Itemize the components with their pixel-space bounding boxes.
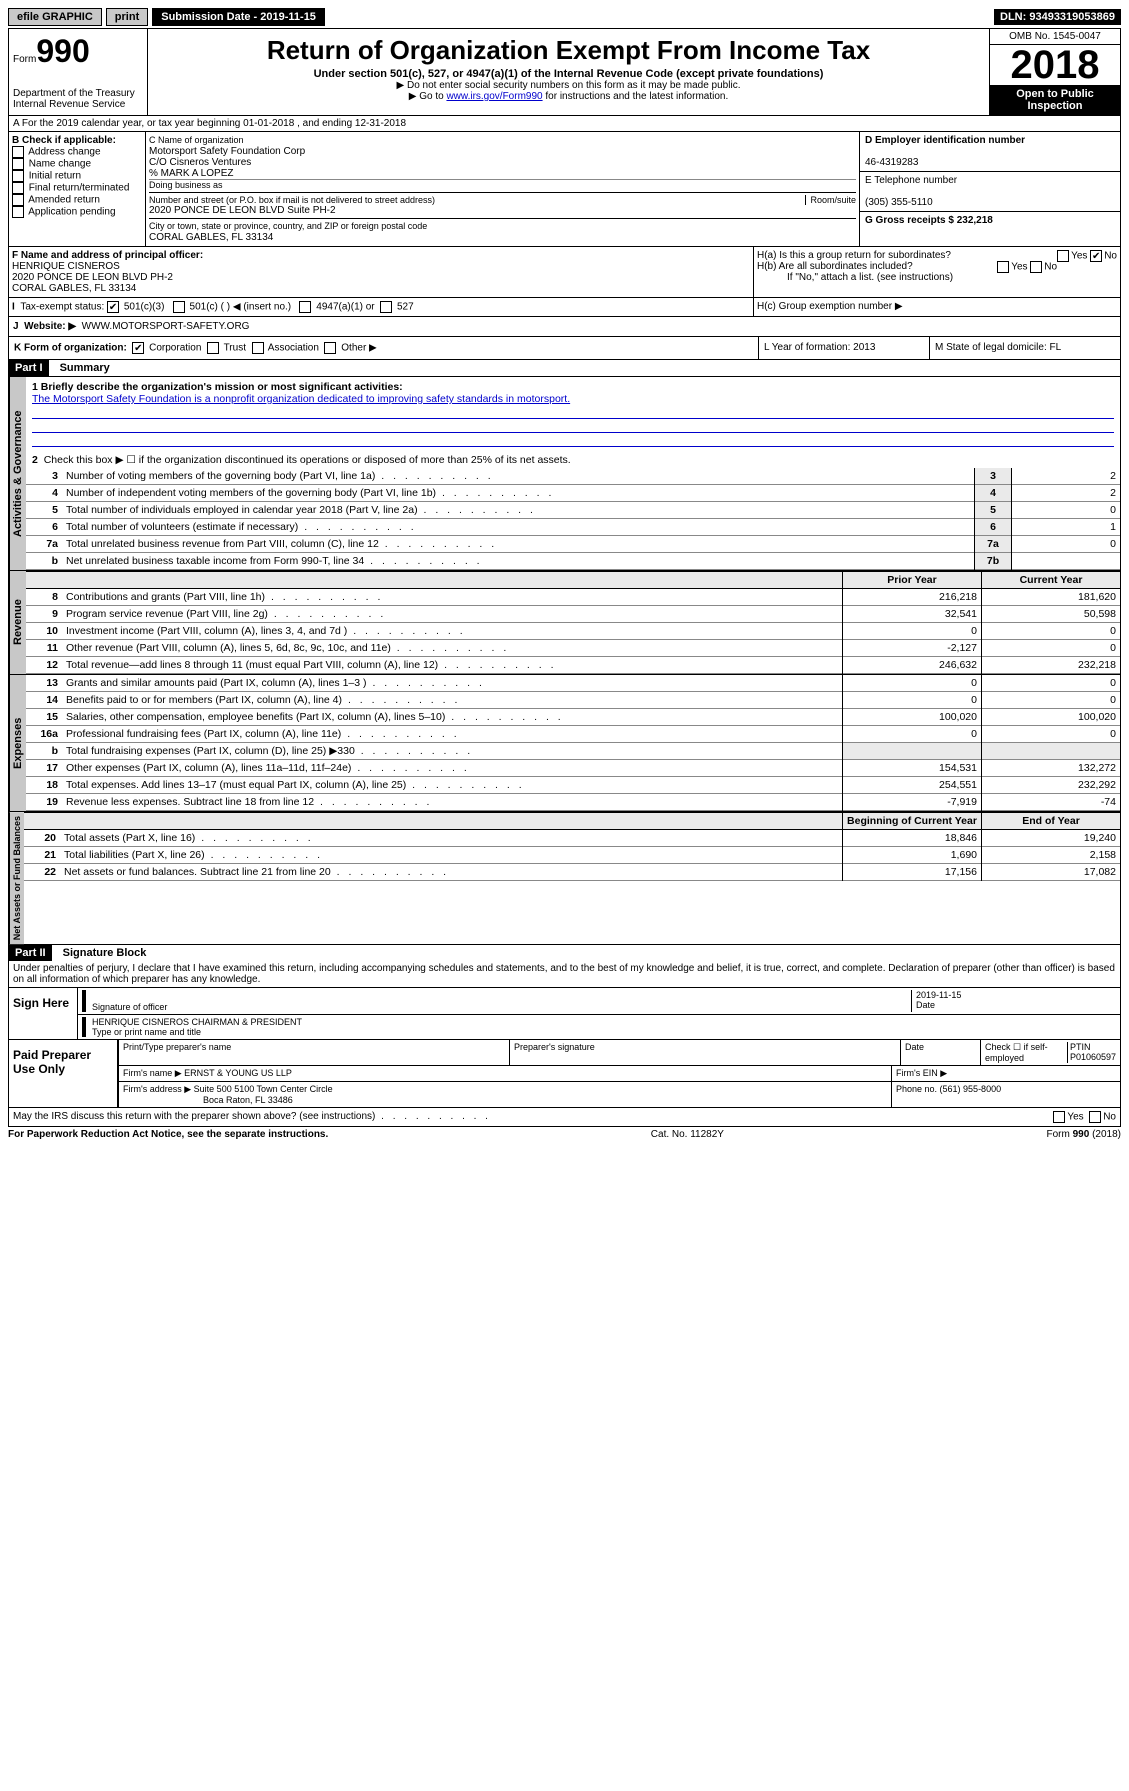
checkbox-assoc[interactable] (252, 342, 264, 354)
net-assets-table: Beginning of Current YearEnd of Year 20T… (24, 812, 1120, 881)
checkbox-discuss-yes[interactable] (1053, 1111, 1065, 1123)
table-row: 17Other expenses (Part IX, column (A), l… (26, 760, 1120, 777)
checkbox-discuss-no[interactable] (1089, 1111, 1101, 1123)
table-row: 14Benefits paid to or for members (Part … (26, 692, 1120, 709)
section-l: L Year of formation: 2013 (759, 337, 930, 359)
section-a: A For the 2019 calendar year, or tax yea… (8, 116, 1121, 132)
efile-button[interactable]: efile GRAPHIC (8, 8, 102, 26)
part1-title: Summary (52, 362, 110, 374)
sign-here-label: Sign Here (9, 988, 78, 1039)
table-row: 22Net assets or fund balances. Subtract … (24, 864, 1120, 881)
mission-text: The Motorsport Safety Foundation is a no… (32, 393, 570, 405)
table-row: 11Other revenue (Part VIII, column (A), … (26, 640, 1120, 657)
table-row: 9Program service revenue (Part VIII, lin… (26, 606, 1120, 623)
table-row: 18Total expenses. Add lines 13–17 (must … (26, 777, 1120, 794)
table-row: 19Revenue less expenses. Subtract line 1… (26, 794, 1120, 811)
vert-label-revenue: Revenue (9, 571, 26, 674)
table-row: 4Number of independent voting members of… (26, 485, 1120, 502)
checkbox-trust[interactable] (207, 342, 219, 354)
vert-label-net: Net Assets or Fund Balances (9, 812, 24, 944)
table-row: 8Contributions and grants (Part VIII, li… (26, 589, 1120, 606)
paid-preparer-block: Paid Preparer Use Only Print/Type prepar… (8, 1040, 1121, 1108)
paid-preparer-label: Paid Preparer Use Only (9, 1040, 118, 1107)
table-row: 5Total number of individuals employed in… (26, 502, 1120, 519)
table-row: 3Number of voting members of the governi… (26, 468, 1120, 485)
table-row: bNet unrelated business taxable income f… (26, 553, 1120, 570)
part2-header: Part II (9, 945, 52, 961)
revenue-block: Revenue Prior YearCurrent Year 8Contribu… (8, 571, 1121, 675)
open-inspection: Open to Public Inspection (990, 85, 1120, 115)
form-subtitle: Under section 501(c), 527, or 4947(a)(1)… (152, 68, 985, 80)
section-k: K Form of organization: Corporation Trus… (9, 337, 759, 359)
section-b: B Check if applicable: Address change Na… (9, 132, 146, 246)
checkbox-corp[interactable] (132, 342, 144, 354)
dln-label: DLN: 93493319053869 (994, 9, 1121, 25)
activities-governance-block: Activities & Governance 1 Briefly descri… (8, 376, 1121, 571)
section-m: M State of legal domicile: FL (930, 337, 1120, 359)
section-f: F Name and address of principal officer:… (9, 247, 754, 297)
table-row: 10Investment income (Part VIII, column (… (26, 623, 1120, 640)
header-note2: ▶ Go to www.irs.gov/Form990 for instruct… (152, 91, 985, 102)
checkbox-other[interactable] (324, 342, 336, 354)
vert-label-governance: Activities & Governance (9, 377, 26, 570)
print-button[interactable]: print (106, 8, 148, 26)
sign-here-block: Sign Here Signature of officer 2019-11-1… (8, 988, 1121, 1040)
header-note1: ▶ Do not enter social security numbers o… (152, 80, 985, 91)
checkbox-amended[interactable] (12, 194, 24, 206)
form-number: 990 (36, 33, 89, 69)
section-i: I Tax-exempt status: 501(c)(3) 501(c) ( … (9, 298, 754, 316)
revenue-table: Prior YearCurrent Year 8Contributions an… (26, 571, 1120, 674)
table-row: 12Total revenue—add lines 8 through 11 (… (26, 657, 1120, 674)
table-row: 13Grants and similar amounts paid (Part … (26, 675, 1120, 692)
table-row: bTotal fundraising expenses (Part IX, co… (26, 743, 1120, 760)
perjury-text: Under penalties of perjury, I declare th… (8, 961, 1121, 988)
checkbox-hb-no[interactable] (1030, 261, 1042, 273)
dept-label: Department of the TreasuryInternal Reven… (13, 88, 143, 110)
checkbox-ha-yes[interactable] (1057, 250, 1069, 262)
checkbox-initial-return[interactable] (12, 170, 24, 182)
top-toolbar: efile GRAPHIC print Submission Date - 20… (8, 8, 1121, 26)
table-row: 21Total liabilities (Part X, line 26)1,6… (24, 847, 1120, 864)
table-row: 6Total number of volunteers (estimate if… (26, 519, 1120, 536)
checkbox-4947[interactable] (299, 301, 311, 313)
tax-year: 2018 (990, 45, 1120, 85)
section-c: C Name of organization Motorsport Safety… (146, 132, 859, 246)
checkbox-address-change[interactable] (12, 146, 24, 158)
table-row: 7aTotal unrelated business revenue from … (26, 536, 1120, 553)
checkbox-app-pending[interactable] (12, 206, 24, 218)
discuss-row: May the IRS discuss this return with the… (8, 1108, 1121, 1127)
submission-date: Submission Date - 2019-11-15 (152, 8, 325, 26)
part1-header: Part I (9, 360, 49, 376)
expenses-block: Expenses 13Grants and similar amounts pa… (8, 675, 1121, 812)
governance-table: 3Number of voting members of the governi… (26, 468, 1120, 570)
net-assets-block: Net Assets or Fund Balances Beginning of… (8, 812, 1121, 945)
irs-link[interactable]: www.irs.gov/Form990 (446, 91, 542, 102)
sections-b-to-g: B Check if applicable: Address change Na… (8, 132, 1121, 247)
checkbox-name-change[interactable] (12, 158, 24, 170)
checkbox-501c[interactable] (173, 301, 185, 313)
form-header: Form990 Department of the TreasuryIntern… (8, 28, 1121, 116)
checkbox-527[interactable] (380, 301, 392, 313)
checkbox-hb-yes[interactable] (997, 261, 1009, 273)
checkbox-501c3[interactable] (107, 301, 119, 313)
part2-title: Signature Block (55, 947, 147, 959)
section-hc: H(c) Group exemption number ▶ (754, 298, 1120, 316)
checkbox-final-return[interactable] (12, 182, 24, 194)
table-row: 15Salaries, other compensation, employee… (26, 709, 1120, 726)
section-j: J Website: ▶ WWW.MOTORSPORT-SAFETY.ORG (9, 317, 1120, 336)
section-h: H(a) Is this a group return for subordin… (754, 247, 1120, 297)
footer: For Paperwork Reduction Act Notice, see … (8, 1127, 1121, 1140)
form-label: Form (13, 54, 36, 65)
expenses-table: 13Grants and similar amounts paid (Part … (26, 675, 1120, 811)
table-row: 20Total assets (Part X, line 16)18,84619… (24, 830, 1120, 847)
form-title: Return of Organization Exempt From Incom… (152, 35, 985, 66)
table-row: 16aProfessional fundraising fees (Part I… (26, 726, 1120, 743)
vert-label-expenses: Expenses (9, 675, 26, 811)
checkbox-ha-no[interactable] (1090, 250, 1102, 262)
sections-d-e-g: D Employer identification number46-43192… (859, 132, 1120, 246)
